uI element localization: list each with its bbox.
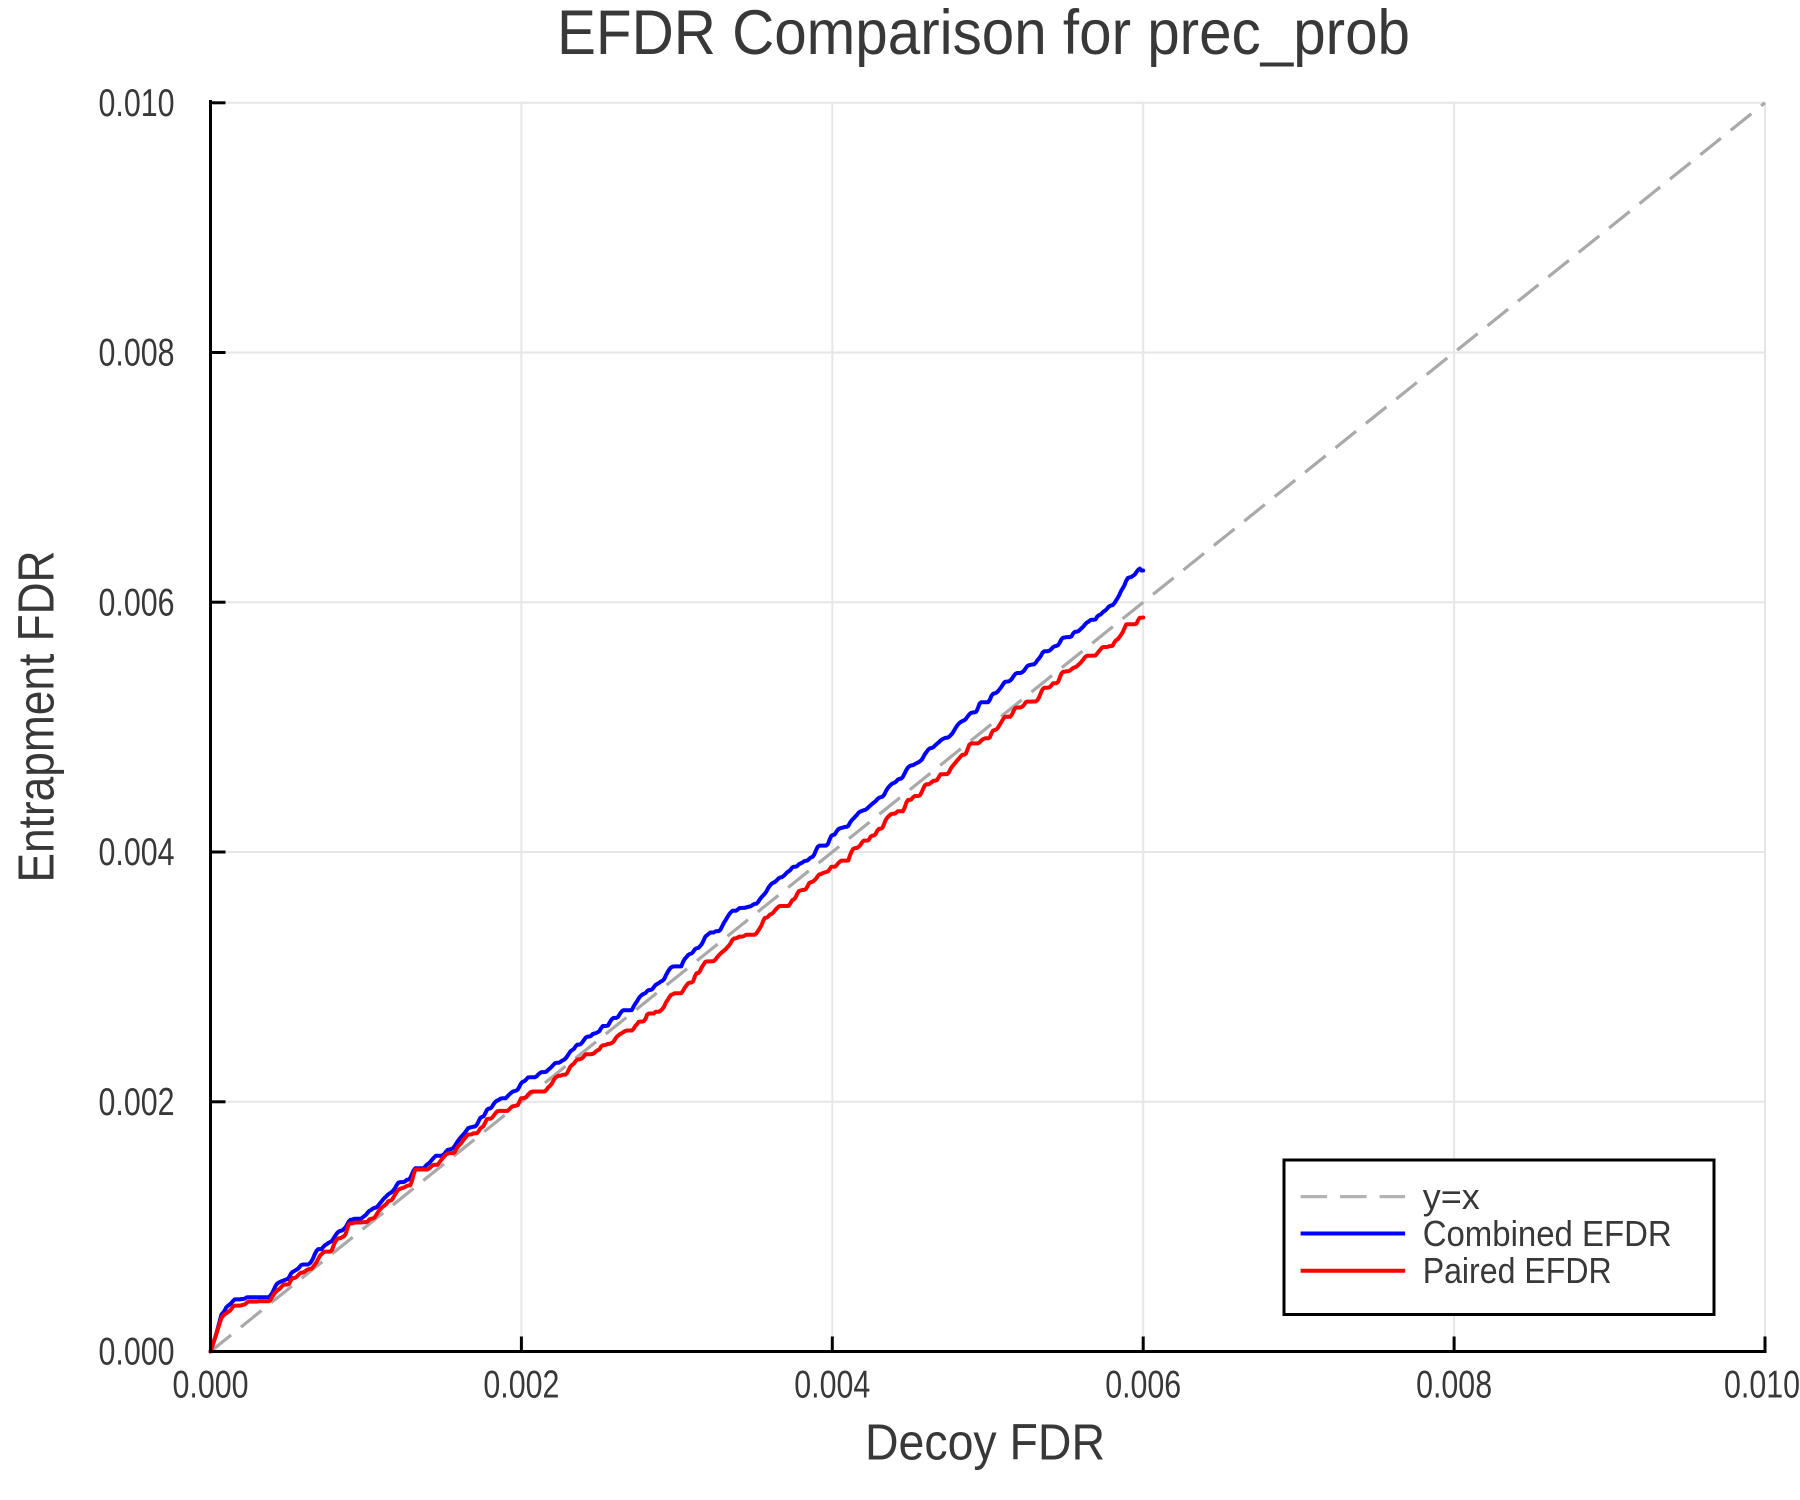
svg-text:Decoy FDR: Decoy FDR [865,1414,1105,1471]
svg-text:0.008: 0.008 [99,332,175,375]
svg-text:Entrapment FDR: Entrapment FDR [7,551,64,883]
svg-text:0.010: 0.010 [99,82,175,125]
svg-text:0.008: 0.008 [1416,1363,1492,1406]
svg-text:0.006: 0.006 [99,582,175,625]
svg-text:Paired EFDR: Paired EFDR [1423,1250,1612,1291]
svg-text:0.000: 0.000 [173,1363,249,1406]
svg-text:0.010: 0.010 [1724,1363,1800,1406]
svg-text:EFDR Comparison for prec_prob: EFDR Comparison for prec_prob [557,0,1410,68]
svg-text:0.006: 0.006 [1105,1363,1181,1406]
svg-text:y=x: y=x [1423,1176,1480,1217]
svg-text:0.002: 0.002 [99,1081,175,1124]
svg-text:0.002: 0.002 [483,1363,559,1406]
svg-text:0.004: 0.004 [99,831,175,874]
svg-text:Combined EFDR: Combined EFDR [1423,1213,1672,1254]
svg-text:0.004: 0.004 [794,1363,870,1406]
svg-text:0.000: 0.000 [99,1331,175,1374]
